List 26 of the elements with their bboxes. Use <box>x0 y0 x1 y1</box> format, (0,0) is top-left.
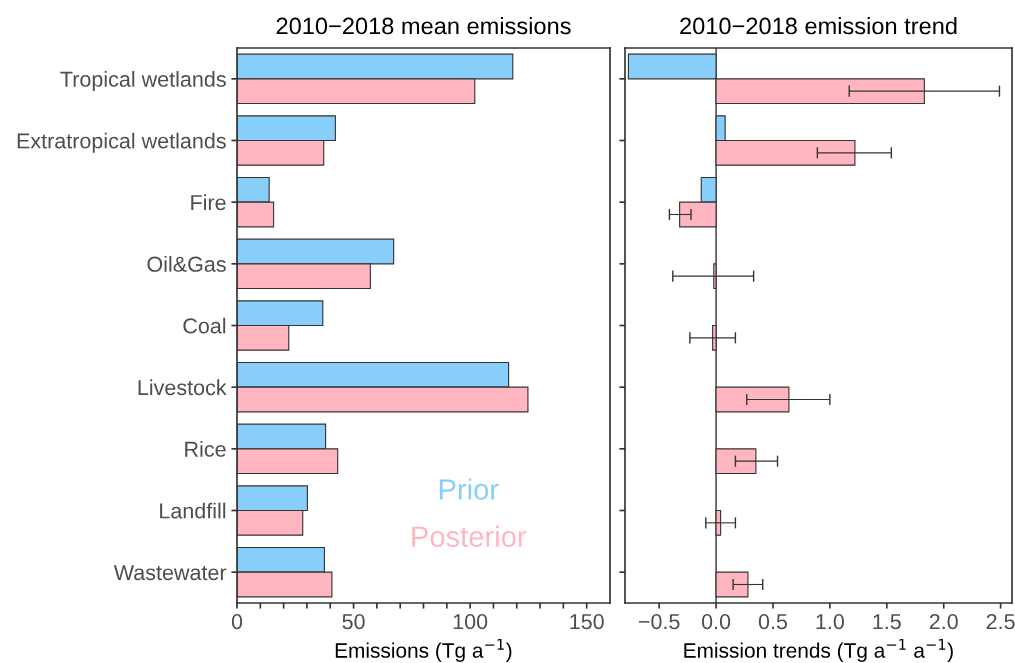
y-tick-label: Landfill <box>160 502 226 519</box>
x-tick-label: 2.5 <box>986 613 1015 630</box>
x-tick-label: 0 <box>231 613 243 630</box>
y-tick-label: Extratropical wetlands <box>17 132 226 153</box>
x-tick-label: 50 <box>342 613 365 630</box>
text: Posterior <box>412 525 527 547</box>
y-tick-label: Oil&Gas <box>147 256 226 272</box>
x-axis-title: Emission trends (Tg a$^{−1}$ a$^{−1}$) <box>684 639 953 662</box>
y-tick-label: Livestock <box>138 379 227 396</box>
x-tick-label: 100 <box>453 613 488 630</box>
x-tick-label: 1.0 <box>816 613 844 630</box>
x-axis-title: Emissions (Tg a$^{−1}$) <box>335 639 512 662</box>
x-tick-label: 2.0 <box>929 613 958 630</box>
x-tick-label: 0.0 <box>701 613 731 630</box>
y-tick-label: Tropical wetlands <box>60 71 226 92</box>
x-tick-label: 0.5 <box>758 613 788 630</box>
y-tick-label: Wastewater <box>113 565 227 581</box>
x-tick-label: 150 <box>570 613 604 630</box>
y-tick-label: Coal <box>183 317 226 334</box>
x-tick-label: −0.5 <box>638 613 680 630</box>
x-tick-label: 1.5 <box>873 614 901 630</box>
chart-title: 2010−2018 emission trend <box>680 17 957 35</box>
y-tick-label: Fire <box>191 194 226 211</box>
y-tick-label: Rice <box>185 441 226 457</box>
chart-title: 2010−2018 mean emissions <box>276 17 571 35</box>
text: Prior <box>439 478 499 500</box>
